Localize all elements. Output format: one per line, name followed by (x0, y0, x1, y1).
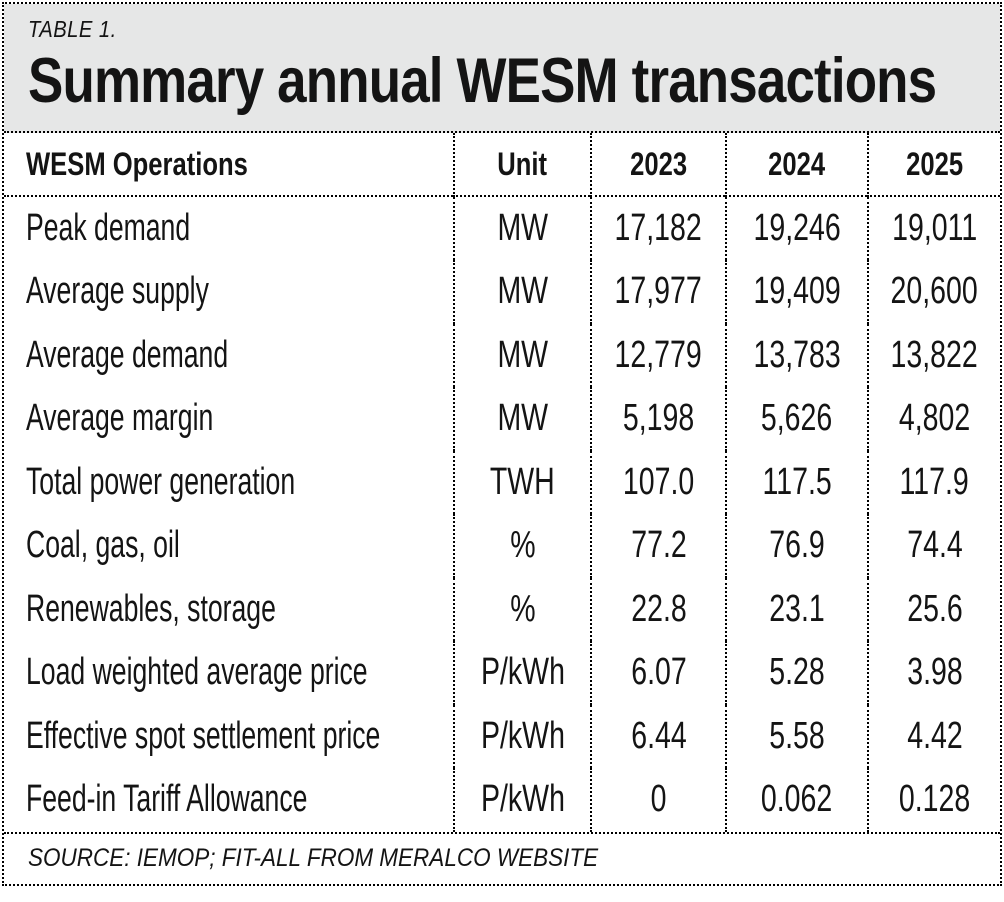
value-cell: 77.2 (590, 514, 725, 578)
row-label-cell: Coal, gas, oil (26, 524, 180, 567)
value-cell: 4.42 (867, 704, 1000, 768)
value-cell: 5,198 (590, 387, 725, 451)
value-cell: 5.58 (725, 704, 867, 768)
unit-cell: MW (453, 387, 590, 451)
value-cell: 0.062 (725, 768, 867, 832)
value-cell: 25.6 (867, 577, 1000, 641)
value-cell: 12,779 (590, 323, 725, 387)
value-cell: 74.4 (867, 514, 1000, 578)
value-cell: 0.128 (867, 768, 1000, 832)
value-cell: 6.44 (590, 704, 725, 768)
value-cell: 19,246 (725, 196, 867, 260)
value-cell: 6.07 (590, 641, 725, 705)
value-cell: 117.9 (867, 450, 1000, 514)
source-note: SOURCE: IEMOP; FIT-ALL FROM MERALCO WEBS… (4, 831, 1000, 885)
row-label-cell: Renewables, storage (26, 587, 276, 630)
source-note-text: SOURCE: IEMOP; FIT-ALL FROM MERALCO WEBS… (28, 844, 599, 873)
unit-cell: MW (453, 196, 590, 260)
value-cell: 5.28 (725, 641, 867, 705)
value-cell: 3.98 (867, 641, 1000, 705)
data-table: WESM Operations Unit 2023 2024 2025 Peak… (4, 133, 1000, 832)
value-cell: 13,822 (867, 323, 1000, 387)
page-title: Summary annual WESM transactions (28, 46, 1000, 116)
value-cell: 23.1 (725, 577, 867, 641)
value-cell: 19,409 (725, 260, 867, 324)
column-header-2023: 2023 (590, 133, 725, 197)
row-label-cell: Effective spot settlement price (26, 714, 381, 757)
value-cell: 0 (590, 768, 725, 832)
unit-cell: % (453, 514, 590, 578)
row-label-cell: Average demand (26, 333, 229, 376)
unit-cell: % (453, 577, 590, 641)
value-cell: 107.0 (590, 450, 725, 514)
row-label-cell: Load weighted average price (26, 651, 368, 694)
value-cell: 17,182 (590, 196, 725, 260)
column-header-operations: WESM Operations (4, 133, 453, 197)
value-cell: 17,977 (590, 260, 725, 324)
row-label-cell: Average margin (26, 397, 214, 440)
row-label-cell: Peak demand (26, 206, 191, 249)
table-figure: TABLE 1. Summary annual WESM transaction… (2, 2, 1002, 886)
column-header-2025: 2025 (867, 133, 1000, 197)
unit-cell: P/kWh (453, 704, 590, 768)
unit-cell: MW (453, 260, 590, 324)
value-cell: 19,011 (867, 196, 1000, 260)
unit-cell: TWH (453, 450, 590, 514)
row-label-cell: Total power generation (26, 460, 296, 503)
row-label-cell: Feed-in Tariff Allowance (26, 778, 308, 821)
column-header-2024: 2024 (725, 133, 867, 197)
value-cell: 5,626 (725, 387, 867, 451)
title-block: TABLE 1. Summary annual WESM transaction… (4, 4, 1000, 133)
column-header-unit: Unit (453, 133, 590, 197)
row-label-cell: Average supply (26, 270, 209, 313)
value-cell: 4,802 (867, 387, 1000, 451)
page-title-text: Summary annual WESM transactions (28, 46, 937, 116)
value-cell: 20,600 (867, 260, 1000, 324)
unit-cell: P/kWh (453, 641, 590, 705)
unit-cell: P/kWh (453, 768, 590, 832)
unit-cell: MW (453, 323, 590, 387)
value-cell: 13,783 (725, 323, 867, 387)
value-cell: 76.9 (725, 514, 867, 578)
value-cell: 117.5 (725, 450, 867, 514)
value-cell: 22.8 (590, 577, 725, 641)
table-kicker: TABLE 1. (28, 16, 1000, 43)
table-kicker-text: TABLE 1. (28, 16, 117, 42)
